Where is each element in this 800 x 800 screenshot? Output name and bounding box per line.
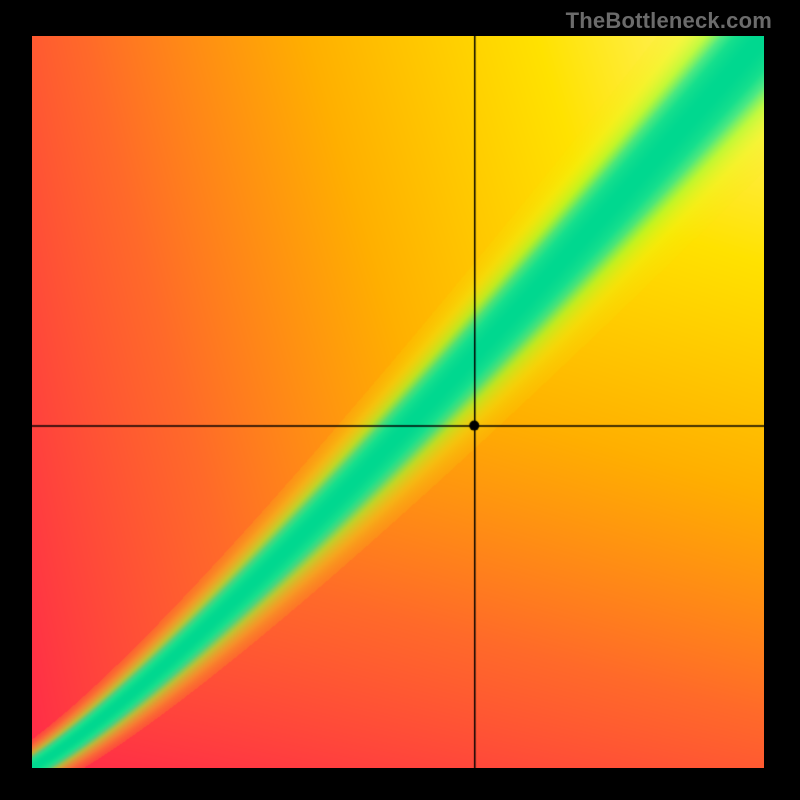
bottleneck-heatmap [32, 36, 764, 768]
watermark-text: TheBottleneck.com [566, 8, 772, 34]
